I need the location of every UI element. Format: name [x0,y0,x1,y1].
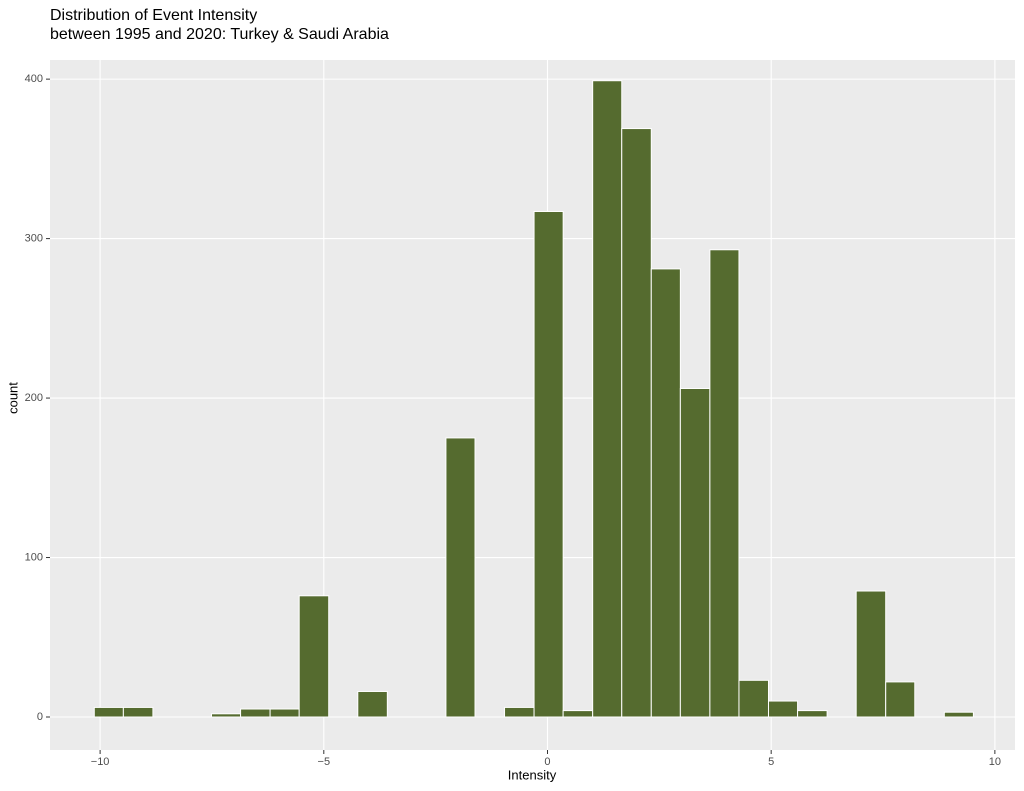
x-tick-label: −5 [318,756,331,768]
x-tick-label: 10 [989,756,1001,768]
bar [357,690,388,718]
bar [269,708,300,718]
bar [445,437,476,718]
chart-subtitle: between 1995 and 2020: Turkey & Saudi Ar… [50,26,389,43]
bar [797,710,828,718]
y-tick-label: 0 [37,711,43,723]
x-axis-title: Intensity [508,767,557,782]
y-tick-label: 400 [25,73,43,85]
bar [240,708,271,718]
bar [885,681,916,718]
bar [738,679,769,718]
bar [93,706,124,718]
bar [122,706,154,718]
chart-title: Distribution of Event Intensity [50,7,257,24]
bar [211,713,242,718]
y-tick-label: 300 [25,233,43,245]
bar [679,387,711,718]
bar [562,710,594,718]
bar [709,249,740,718]
y-tick-label: 100 [25,551,43,563]
bar [298,595,330,718]
bar [943,711,974,718]
bar [504,706,535,718]
x-tick-label: 5 [768,756,774,768]
x-tick-label: −10 [91,756,110,768]
y-axis-title: count [5,382,20,414]
bar [767,700,799,718]
bar [855,590,887,718]
y-tick-label: 200 [25,392,43,404]
x-tick-label: 0 [544,756,550,768]
bar [592,80,623,718]
bar [621,128,652,718]
plot-panel [50,60,1015,750]
bar [533,210,564,718]
bar [650,268,681,718]
